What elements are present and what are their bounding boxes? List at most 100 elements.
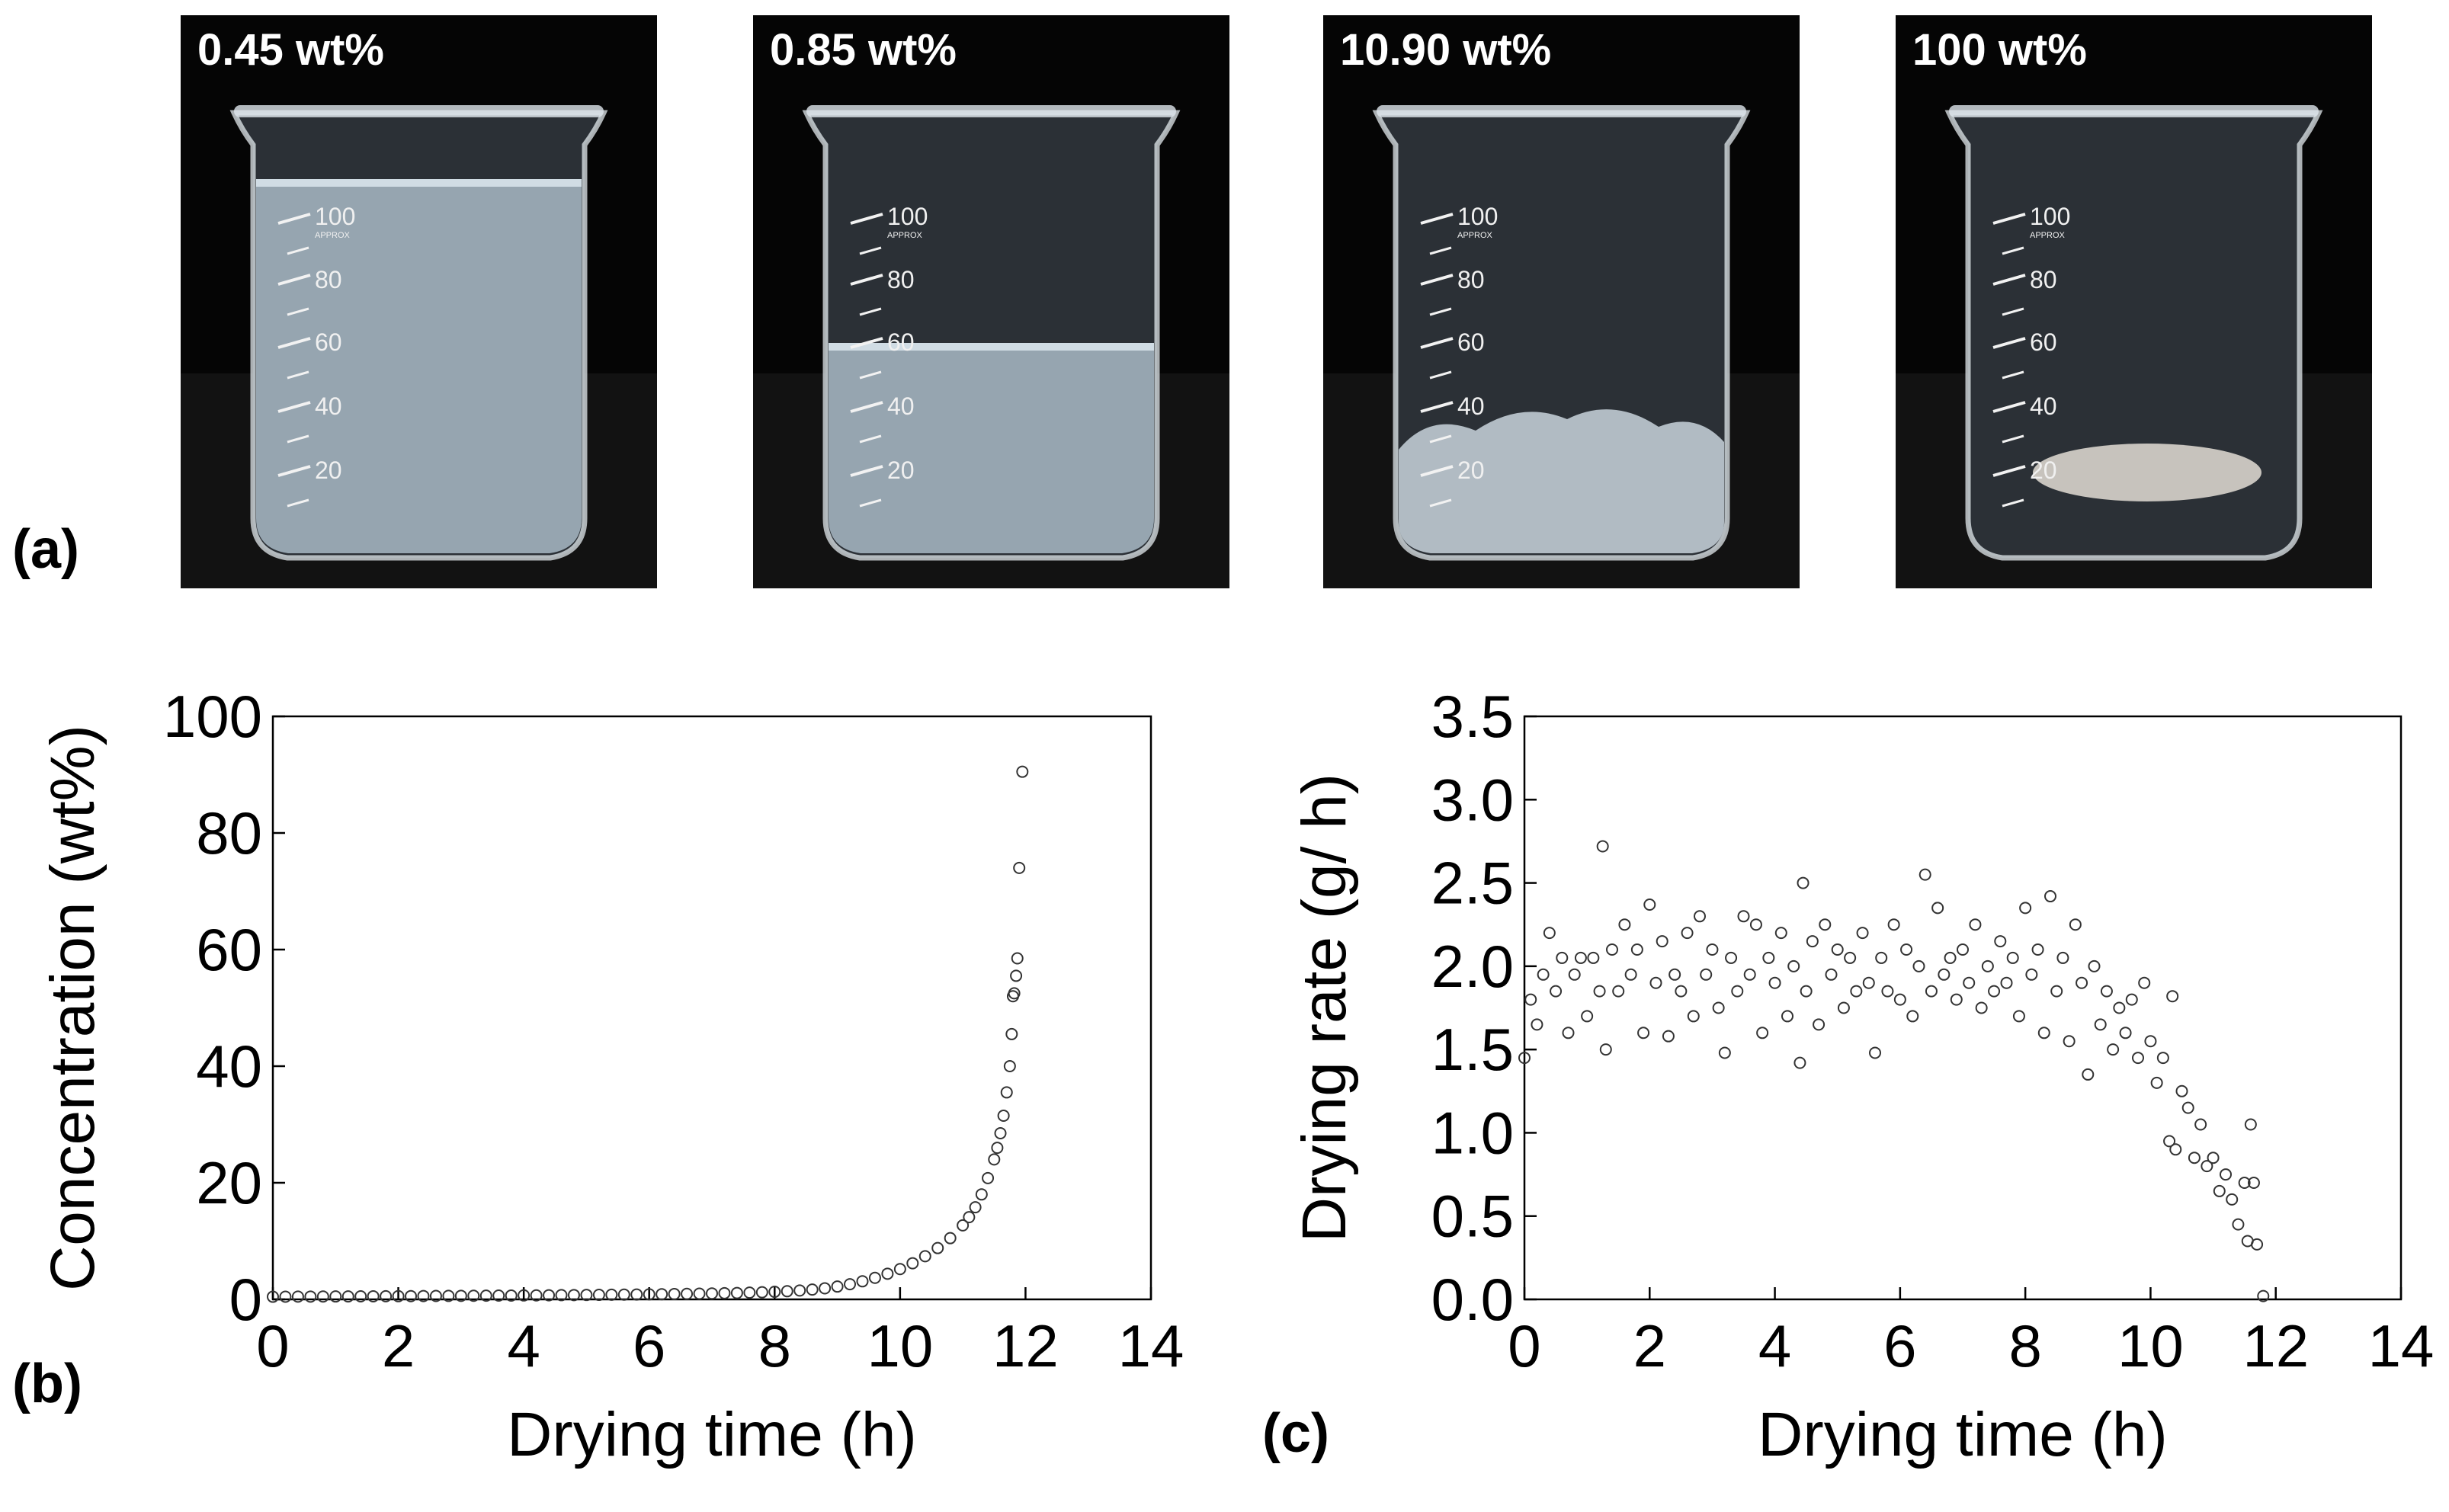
graduation-mark [1992,465,2026,477]
x-tick-label: 4 [1758,1312,1791,1379]
graduation-minor-mark [1429,498,1452,508]
data-point [1531,1018,1543,1031]
data-point [1596,840,1609,853]
graduation-label: 80 [315,266,342,293]
y-tick-label: 40 [196,1033,262,1100]
data-point [643,1288,656,1301]
graduation-label: APPROX [1457,231,1493,240]
data-point [1731,985,1744,998]
graduation-mark [1992,401,2026,413]
data-point [1925,985,1938,998]
data-point [2063,1035,2076,1048]
data-point [454,1289,467,1302]
x-tick-label: 8 [758,1312,791,1379]
data-point [681,1287,694,1300]
data-point [2019,902,2032,915]
data-point [1793,1056,1806,1069]
x-tick-label: 2 [1633,1312,1666,1379]
x-tick-label: 6 [1883,1312,1916,1379]
data-point [1011,952,1024,965]
data-point [844,1278,857,1291]
data-point [442,1289,455,1302]
data-point [1844,951,1857,964]
data-point [1881,985,1894,998]
graduation-label: 40 [2030,392,2057,420]
data-point [2113,1001,2126,1014]
data-point [1963,976,1976,989]
data-point [405,1289,418,1302]
drying-rate-chart: 0 2 4 6 8 10 12 14 0.0 0.5 1.0 1.5 2.0 2.5 3.0 3.5 Dryin… [1290,683,2434,1469]
data-point [1797,876,1810,889]
data-point [1706,943,1719,956]
data-point [580,1289,593,1302]
concentration-chart: 0 2 4 6 8 10 12 14 0 20 40 60 80 100 Drying time (h) Co… [38,683,1184,1469]
data-point [2082,1068,2095,1081]
graduation-mark [850,465,883,477]
graduation-label: 60 [2030,328,2057,356]
data-point [2031,943,2044,956]
data-point [2088,959,2101,972]
data-point [2247,1177,2260,1189]
data-point [1599,1043,1612,1056]
data-point [819,1282,832,1295]
liquid-surface [829,343,1154,351]
data-point [1931,902,1944,915]
data-point [341,1290,354,1303]
data-point [1837,1001,1850,1014]
data-point [856,1275,869,1288]
data-point [1581,1010,1594,1023]
data-point [2169,1143,2182,1156]
data-point [730,1286,743,1299]
data-point [304,1290,317,1303]
data-point [2144,1035,2157,1048]
data-point [2251,1238,2264,1251]
data-point [1869,1046,1881,1059]
plot-frame [1523,715,2403,1301]
data-point [1524,993,1537,1006]
data-point [693,1287,706,1300]
graduation-minor-mark [287,370,309,380]
graduation-mark [850,274,883,286]
data-point [1756,1027,1769,1040]
y-tick-label: 2.5 [1431,850,1514,917]
graduation-label: 40 [887,392,915,420]
y-tick-label: 0 [229,1266,262,1333]
data-point [2226,1193,2239,1206]
beaker-photo-1: 100 APPROX 80 60 40 20 0.45 wt% [181,15,657,588]
data-point [1712,1001,1725,1014]
data-point [2138,976,2151,989]
x-tick-label: 12 [2242,1312,2309,1379]
data-point [706,1287,718,1300]
data-point [1630,943,1643,956]
data-point [1988,985,2001,998]
data-point [479,1289,492,1302]
data-point [1000,1086,1013,1099]
graduation-mark [850,213,883,225]
data-point [1718,1046,1731,1059]
data-point [1813,1018,1826,1031]
data-point [1694,910,1706,923]
graduation-minor-mark [287,307,309,316]
x-tick-label: 2 [382,1312,415,1379]
beaker-rim [234,105,604,117]
data-point [718,1286,731,1299]
graduation-minor-mark [287,246,309,255]
x-tick-label: 10 [2117,1312,2184,1379]
graduation-mark [277,274,311,286]
graduation-mark [850,337,883,349]
panel-label-c: (c) [1262,1403,1329,1464]
y-tick-label: 60 [196,916,262,983]
y-tick-label: 0.0 [1431,1266,1514,1333]
data-point [1981,959,1994,972]
plot-frame [271,715,1152,1301]
data-point [2037,1027,2050,1040]
data-point [668,1287,681,1300]
data-point [1612,985,1625,998]
data-point [1550,985,1563,998]
graduation-label: 100 [1457,203,1498,230]
data-point [1574,951,1587,964]
beaker-glass [1944,110,2323,561]
data-point [2220,1168,2232,1181]
